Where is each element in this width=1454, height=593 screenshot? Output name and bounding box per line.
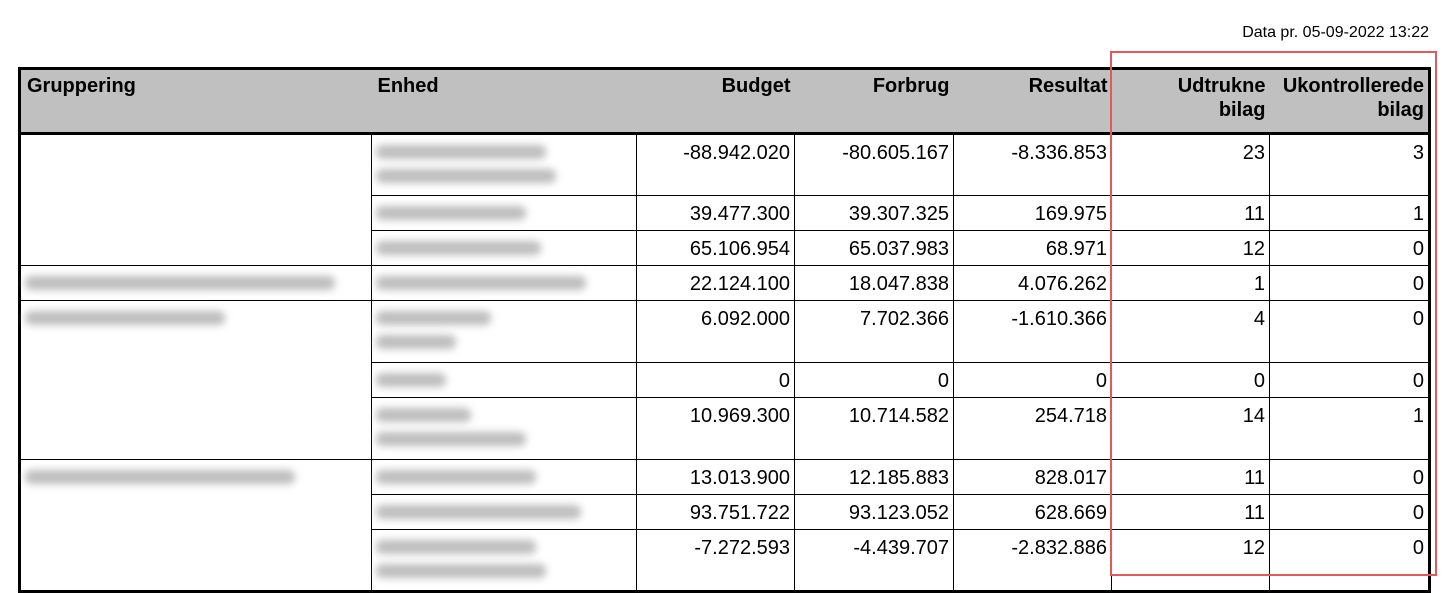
timestamp: Data pr. 05-09-2022 13:22 [1242, 24, 1429, 41]
redacted-text [376, 241, 541, 255]
redacted-text [376, 373, 446, 387]
value-cell: 18.047.838 [794, 265, 954, 301]
redacted-text [376, 408, 471, 422]
unit-cell [371, 265, 637, 301]
value-cell: 1 [1269, 195, 1430, 231]
value-cell: 65.106.954 [636, 230, 795, 266]
table-row: 13.013.900 12.185.883 828.017 11 0 [19, 459, 1430, 592]
value-cell: 828.017 [953, 459, 1112, 495]
redacted-text [376, 169, 556, 183]
redacted-text [376, 145, 546, 159]
value-cell: -4.439.707 [794, 529, 954, 592]
value-cell: 14 [1111, 397, 1270, 460]
table-row: -7.272.593 -4.439.707 -2.832.886 12 0 [20, 529, 1430, 592]
unit-cell [371, 300, 637, 363]
redacted-text [25, 470, 295, 484]
value-cell: -8.336.853 [953, 133, 1112, 196]
column-header: Budget [636, 68, 795, 135]
value-cell: 68.971 [953, 230, 1112, 266]
redacted-text [376, 505, 581, 519]
table-row: -88.942.020 -80.605.167 -8.336.853 23 3 [19, 133, 1430, 266]
group-cell [19, 459, 372, 592]
value-cell: 0 [1269, 230, 1430, 266]
redacted-text [25, 276, 335, 290]
value-cell: -7.272.593 [636, 529, 795, 592]
redacted-text [376, 311, 491, 325]
value-cell: 65.037.983 [794, 230, 954, 266]
table-body: -88.942.020 -80.605.167 -8.336.853 23 3 39.47… [19, 133, 1430, 592]
value-cell: 12.185.883 [794, 459, 954, 495]
value-cell: 93.123.052 [794, 494, 954, 530]
value-cell: 11 [1111, 195, 1270, 231]
table-row: 10.969.300 10.714.582 254.718 14 1 [20, 397, 1430, 460]
unit-cell [371, 397, 637, 460]
value-cell: 0 [1269, 300, 1430, 363]
value-cell: 0 [1111, 362, 1270, 398]
value-cell: 22.124.100 [636, 265, 795, 301]
value-cell: 0 [794, 362, 954, 398]
unit-cell [371, 230, 637, 266]
value-cell: 93.751.722 [636, 494, 795, 530]
header-row: Gruppering Enhed Budget Forbrug Resultat Udtr… [19, 68, 1430, 135]
redacted-text [376, 206, 526, 220]
value-cell: 6.092.000 [636, 300, 795, 363]
value-cell: 0 [636, 362, 795, 398]
redacted-text [376, 335, 456, 349]
value-cell: 39.477.300 [636, 195, 795, 231]
value-cell: -2.832.886 [953, 529, 1112, 592]
unit-cell [371, 494, 637, 530]
redacted-text [25, 311, 225, 325]
column-header: Enhed [371, 68, 637, 135]
value-cell: 23 [1111, 133, 1270, 196]
value-cell: 39.307.325 [794, 195, 954, 231]
value-cell: 11 [1111, 459, 1270, 495]
column-header: Udtrukne bilag [1111, 68, 1270, 135]
redacted-text [376, 432, 526, 446]
table-row: 93.751.722 93.123.052 628.669 11 0 [20, 494, 1430, 530]
value-cell: -88.942.020 [636, 133, 795, 196]
value-cell: 254.718 [953, 397, 1112, 460]
column-header: Resultat [953, 68, 1112, 135]
value-cell: 1 [1111, 265, 1270, 301]
group-cell [19, 133, 372, 266]
unit-cell [371, 133, 637, 196]
value-cell: 4.076.262 [953, 265, 1112, 301]
unit-cell [371, 459, 637, 495]
value-cell: 12 [1111, 529, 1270, 592]
value-cell: 10.969.300 [636, 397, 795, 460]
unit-cell [371, 195, 637, 231]
table-row: 39.477.300 39.307.325 169.975 11 1 [20, 195, 1430, 231]
value-cell: 0 [1269, 459, 1430, 495]
value-cell: 0 [1269, 362, 1430, 398]
unit-cell [371, 529, 637, 592]
table-row: 65.106.954 65.037.983 68.971 12 0 [20, 230, 1430, 266]
highlight-box [1110, 51, 1437, 576]
value-cell: 0 [1269, 265, 1430, 301]
value-cell: 0 [1269, 494, 1430, 530]
report-table: Gruppering Enhed Budget Forbrug Resultat Udtr… [18, 67, 1431, 593]
value-cell: 628.669 [953, 494, 1112, 530]
unit-cell [371, 362, 637, 398]
redacted-text [376, 470, 536, 484]
value-cell: -1.610.366 [953, 300, 1112, 363]
value-cell: 0 [953, 362, 1112, 398]
value-cell: 10.714.582 [794, 397, 954, 460]
redacted-text [376, 540, 536, 554]
value-cell: 169.975 [953, 195, 1112, 231]
value-cell: 7.702.366 [794, 300, 954, 363]
column-header: Forbrug [794, 68, 954, 135]
redacted-text [376, 564, 546, 578]
column-header: Ukontrollerede bilag [1269, 68, 1430, 135]
value-cell: 0 [1269, 529, 1430, 592]
value-cell: -80.605.167 [794, 133, 954, 196]
group-cell [19, 265, 372, 301]
group-cell [19, 300, 372, 460]
value-cell: 13.013.900 [636, 459, 795, 495]
column-header: Gruppering [19, 68, 372, 135]
redacted-text [376, 276, 586, 290]
